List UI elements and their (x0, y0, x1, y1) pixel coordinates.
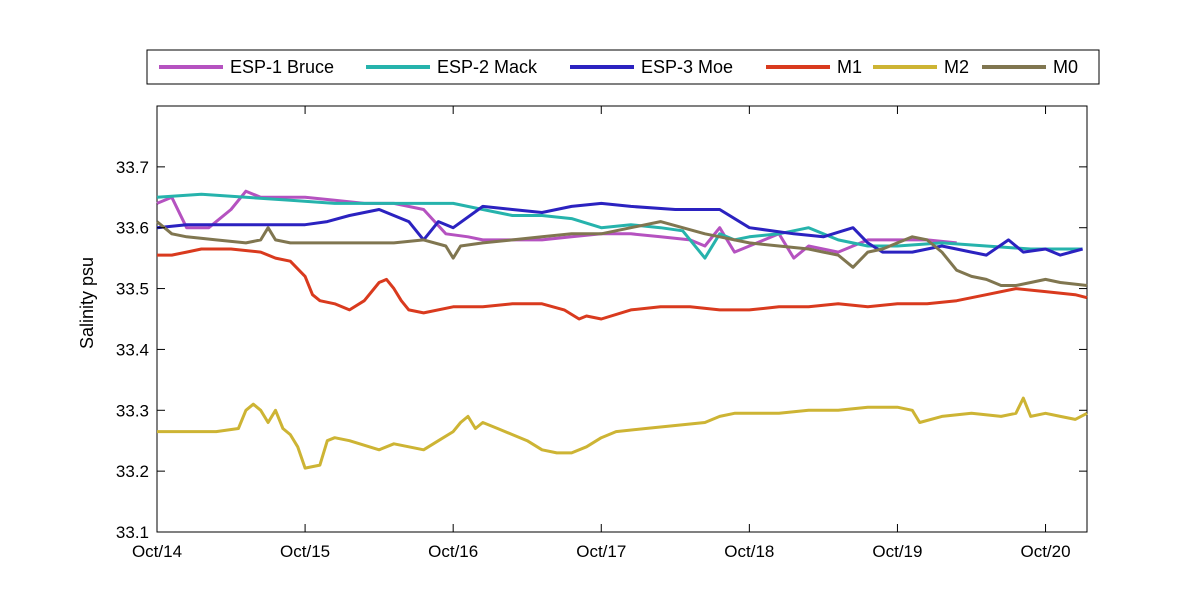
series-line-m1 (157, 247, 1088, 321)
legend-label: ESP-2 Mack (437, 57, 538, 77)
legend-label: ESP-1 Bruce (230, 57, 334, 77)
legend-label: M0 (1053, 57, 1078, 77)
series-line-esp-1-bruce (156, 189, 957, 260)
legend-label: ESP-3 Moe (641, 57, 733, 77)
x-tick-label: Oct/19 (872, 542, 922, 561)
y-tick-label: 33.7 (116, 158, 149, 177)
x-tick-label: Oct/14 (132, 542, 182, 561)
x-tick-label: Oct/16 (428, 542, 478, 561)
plot-area (156, 105, 1088, 533)
series-line-m2 (157, 396, 1088, 470)
y-tick-label: 33.2 (116, 462, 149, 481)
plot-frame (156, 105, 1088, 533)
axes: Oct/14 Oct/15 Oct/16 Oct/17 Oct/18 Oct/19 Oct/… (116, 106, 1087, 561)
y-tick-label: 33.4 (116, 340, 149, 359)
y-tick-label: 33.6 (116, 219, 149, 238)
y-tick-label: 33.5 (116, 280, 149, 299)
series-line-m0 (156, 220, 1088, 287)
legend-label: M1 (837, 57, 862, 77)
x-tick-label: Oct/17 (576, 542, 626, 561)
x-tick-label: Oct/20 (1020, 542, 1070, 561)
series-lines (156, 189, 1088, 470)
legend: ESP-1 Bruce ESP-2 Mack ESP-3 Moe M1 M2 M0 (146, 49, 1100, 85)
series-line-esp-3-moe (156, 201, 1083, 257)
series-line-esp-2-mack (156, 192, 1083, 260)
x-tick-label: Oct/18 (724, 542, 774, 561)
y-tick-label: 33.1 (116, 523, 149, 542)
y-axis-label: Salinity psu (77, 257, 97, 349)
y-tick-label: 33.3 (116, 401, 149, 420)
legend-label: M2 (944, 57, 969, 77)
x-tick-label: Oct/15 (280, 542, 330, 561)
